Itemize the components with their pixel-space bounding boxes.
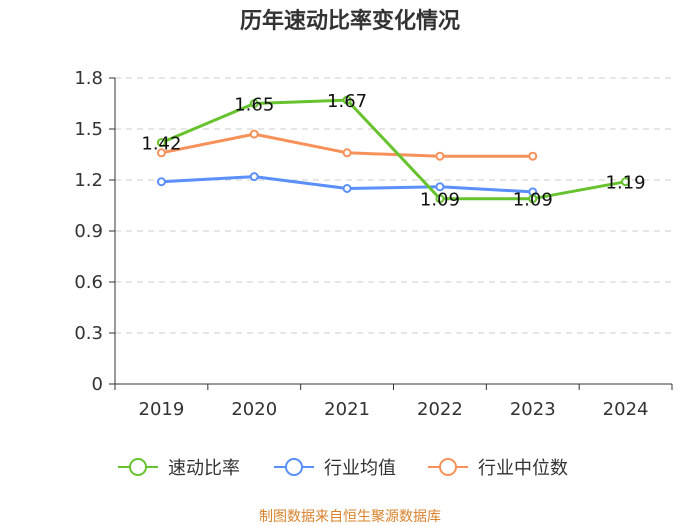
data-point[interactable]: [435, 151, 445, 161]
chart-title: 历年速动比率变化情况: [240, 8, 460, 34]
data-label: 1.09: [513, 190, 553, 211]
data-label: 1.42: [141, 134, 181, 155]
y-tick-label: 0: [92, 374, 103, 395]
legend-label: 速动比率: [168, 458, 240, 479]
series-line-0: [160, 98, 626, 201]
y-tick-label: 0.9: [74, 221, 103, 242]
legend-label: 行业中位数: [478, 458, 568, 479]
data-point[interactable]: [528, 194, 538, 204]
data-label: 1.67: [327, 91, 367, 112]
data-point[interactable]: [156, 138, 166, 148]
data-labels: 1.42 1.65 1.67 1.09 1.09 1.19: [141, 91, 645, 211]
y-tick-label: 0.6: [74, 272, 103, 293]
data-point[interactable]: [435, 182, 445, 192]
data-point[interactable]: [156, 177, 166, 187]
legend-item-0[interactable]: 速动比率: [118, 458, 240, 479]
axes: 0 0.3 0.6 0.9 1.2 1.5 1.8 2019 2020 2021 2022 2023 2…: [74, 68, 673, 420]
data-label: 1.65: [234, 95, 274, 116]
x-tick-label: 2022: [417, 399, 463, 420]
x-tick-label: 2024: [603, 399, 649, 420]
data-point[interactable]: [156, 148, 166, 158]
data-point[interactable]: [435, 194, 445, 204]
x-tick-label: 2019: [139, 399, 185, 420]
series-layer: [156, 95, 631, 204]
legend-marker: [285, 458, 303, 476]
grid: [115, 77, 672, 334]
legend-item-2[interactable]: 行业中位数: [428, 458, 568, 479]
data-point[interactable]: [249, 172, 259, 182]
y-tick-label: 0.3: [74, 323, 103, 344]
y-tick-label: 1.5: [74, 119, 103, 140]
data-point[interactable]: [342, 148, 352, 158]
source-note: 制图数据来自恒生聚源数据库: [259, 509, 441, 525]
data-point[interactable]: [342, 184, 352, 193]
x-tick-label: 2020: [231, 399, 277, 420]
data-point[interactable]: [249, 99, 259, 108]
data-label: 1.19: [606, 173, 646, 194]
x-tick-label: 2023: [510, 399, 556, 420]
data-label: 1.09: [420, 190, 460, 211]
y-tick-label: 1.8: [74, 68, 103, 89]
legend-label: 行业均值: [324, 458, 396, 479]
data-point[interactable]: [528, 151, 538, 161]
legend-item-1[interactable]: 行业均值: [274, 458, 396, 479]
data-point[interactable]: [342, 95, 352, 105]
legend[interactable]: 速动比率 行业均值 行业中位数: [118, 458, 568, 479]
x-tick-label: 2021: [324, 399, 370, 420]
data-point[interactable]: [249, 129, 259, 139]
data-point[interactable]: [621, 177, 631, 187]
legend-marker: [439, 458, 457, 476]
legend-marker: [129, 458, 147, 476]
y-tick-label: 1.2: [74, 170, 103, 191]
